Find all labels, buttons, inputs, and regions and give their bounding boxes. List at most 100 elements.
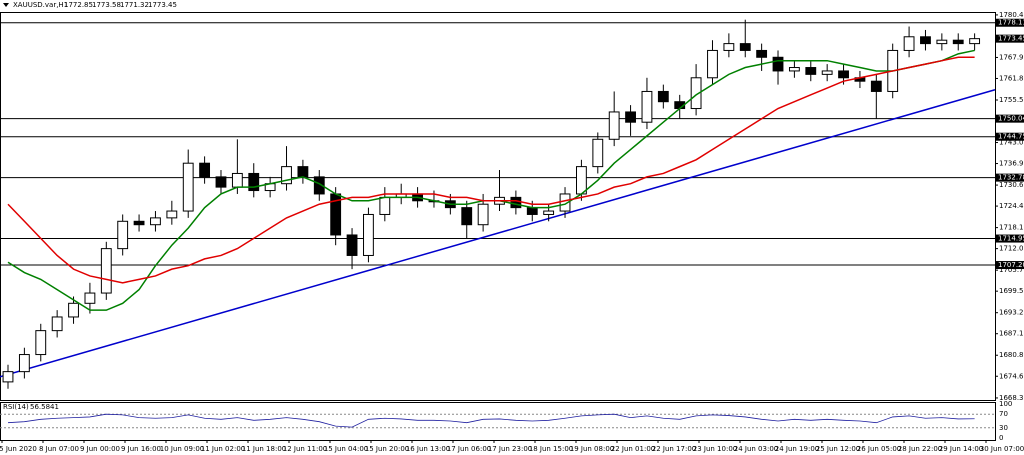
y-tick-label: 1718.15 bbox=[999, 224, 1024, 232]
candle-body bbox=[526, 207, 538, 215]
header-value: 1773.45 bbox=[148, 1, 177, 9]
candle-body bbox=[625, 111, 636, 123]
candle-body bbox=[117, 220, 129, 250]
header-value: 1771.32 bbox=[120, 1, 149, 9]
x-tick-label: 9 Jun 16:00 bbox=[121, 445, 161, 453]
candle-body bbox=[690, 77, 702, 110]
rsi-tick-label: 70 bbox=[999, 410, 1008, 418]
candle-body bbox=[821, 70, 833, 75]
candle-body bbox=[576, 166, 587, 195]
level-tag bbox=[996, 261, 1024, 270]
y-tick-label: 1761.80 bbox=[999, 74, 1024, 82]
y-tick-label: 1699.55 bbox=[999, 287, 1024, 295]
candle-body bbox=[920, 36, 931, 45]
x-tick-label: 23 Jun 10:00 bbox=[693, 445, 737, 453]
y-tick-label: 1674.65 bbox=[999, 372, 1024, 380]
x-tick-label: 24 Jun 19:00 bbox=[775, 445, 819, 453]
candle-body bbox=[281, 166, 292, 185]
candle-body bbox=[592, 138, 604, 168]
y-tick-label: 1693.25 bbox=[999, 309, 1024, 317]
candle-body bbox=[739, 43, 751, 51]
candle-body bbox=[870, 80, 882, 92]
candle-body bbox=[68, 302, 79, 318]
y-tick-label: 1680.80 bbox=[999, 351, 1024, 359]
candle-body bbox=[182, 162, 194, 212]
candle-body bbox=[215, 176, 227, 188]
rsi-tick-label: 0 bbox=[999, 434, 1003, 442]
x-tick-label: 17 Jun 23:00 bbox=[488, 445, 532, 453]
header-value: 1773.58 bbox=[92, 1, 121, 9]
candle-body bbox=[969, 38, 981, 45]
y-tick-label: 1780.40 bbox=[999, 11, 1024, 19]
x-tick-label: 10 Jun 09:00 bbox=[160, 445, 204, 453]
level-tag bbox=[996, 114, 1024, 123]
level-tag bbox=[996, 18, 1024, 27]
x-tick-label: 26 Jun 05:00 bbox=[857, 445, 901, 453]
rsi-last: 56.5841 bbox=[30, 403, 59, 411]
x-tick-label: 29 Jun 14:00 bbox=[939, 445, 983, 453]
x-tick-label: 28 Jun 22:00 bbox=[898, 445, 942, 453]
y-tick-label: 1730.60 bbox=[999, 181, 1024, 189]
x-tick-label: 11 Jun 02:00 bbox=[201, 445, 245, 453]
rsi-line bbox=[7, 413, 975, 428]
candle-body bbox=[231, 172, 243, 188]
price-label: 1773.45 bbox=[998, 35, 1024, 43]
x-tick-label: 15 Jun 04:00 bbox=[324, 445, 368, 453]
x-tick-label: 12 Jun 11:00 bbox=[283, 445, 327, 453]
y-tick-label: 1687.10 bbox=[999, 330, 1024, 338]
x-tick-label: 16 Jun 13:00 bbox=[406, 445, 450, 453]
header-value: 1772.85 bbox=[64, 1, 93, 9]
candle-body bbox=[2, 371, 14, 383]
rsi-tick-label: 30 bbox=[999, 424, 1008, 432]
candle-body bbox=[297, 166, 309, 178]
x-tick-label: 30 Jun 07:00 bbox=[980, 445, 1024, 453]
candle-body bbox=[166, 210, 178, 219]
candle-body bbox=[313, 176, 325, 195]
moving-average bbox=[7, 56, 975, 284]
rsi-name: RSI(14) bbox=[3, 403, 29, 411]
candle-body bbox=[543, 210, 555, 215]
candle-body bbox=[477, 203, 489, 226]
candle-body bbox=[936, 39, 948, 45]
level-tag bbox=[996, 132, 1024, 141]
candle-body bbox=[608, 111, 620, 140]
y-tick-label: 1755.50 bbox=[999, 96, 1024, 104]
x-tick-label: 5 Jun 2020 bbox=[0, 445, 37, 453]
x-tick-label: 22 Jun 17:00 bbox=[652, 445, 696, 453]
menu-arrow bbox=[3, 3, 9, 7]
candle-body bbox=[248, 172, 260, 192]
level-label: 1732.78 bbox=[998, 174, 1024, 182]
candle-body bbox=[35, 330, 47, 356]
candle-body bbox=[199, 162, 211, 178]
y-tick-label: 1705.70 bbox=[999, 266, 1024, 274]
x-tick-label: 22 Jun 01:00 bbox=[611, 445, 655, 453]
x-tick-label: 24 Jun 03:00 bbox=[734, 445, 778, 453]
y-tick-label: 1668.30 bbox=[999, 394, 1024, 402]
candle-body bbox=[788, 67, 800, 72]
x-tick-label: 15 Jun 20:00 bbox=[365, 445, 409, 453]
y-tick-label: 1736.90 bbox=[999, 160, 1024, 168]
candle-body bbox=[84, 292, 96, 304]
candle-body bbox=[150, 217, 161, 226]
level-tag bbox=[996, 234, 1024, 243]
candle-body bbox=[772, 56, 784, 72]
candle-body bbox=[346, 234, 358, 256]
candle-body bbox=[805, 67, 817, 75]
candle-body bbox=[363, 213, 374, 256]
x-tick-label: 17 Jun 06:00 bbox=[447, 445, 491, 453]
level-label: 1750.04 bbox=[998, 115, 1024, 123]
candle-body bbox=[18, 354, 30, 373]
candle-body bbox=[100, 248, 112, 294]
x-tick-label: 11 Jun 18:00 bbox=[242, 445, 286, 453]
candle-body bbox=[838, 70, 849, 79]
candle-body bbox=[756, 49, 768, 58]
x-tick-label: 9 Jun 00:00 bbox=[80, 445, 120, 453]
x-tick-label: 8 Jun 07:00 bbox=[39, 445, 79, 453]
level-label: 1744.75 bbox=[998, 133, 1024, 141]
x-tick-label: 18 Jun 15:00 bbox=[529, 445, 573, 453]
candle-body bbox=[510, 196, 522, 209]
y-tick-label: 1712.00 bbox=[999, 245, 1024, 253]
y-tick-label: 1767.95 bbox=[999, 53, 1024, 61]
candle-body bbox=[379, 196, 391, 215]
